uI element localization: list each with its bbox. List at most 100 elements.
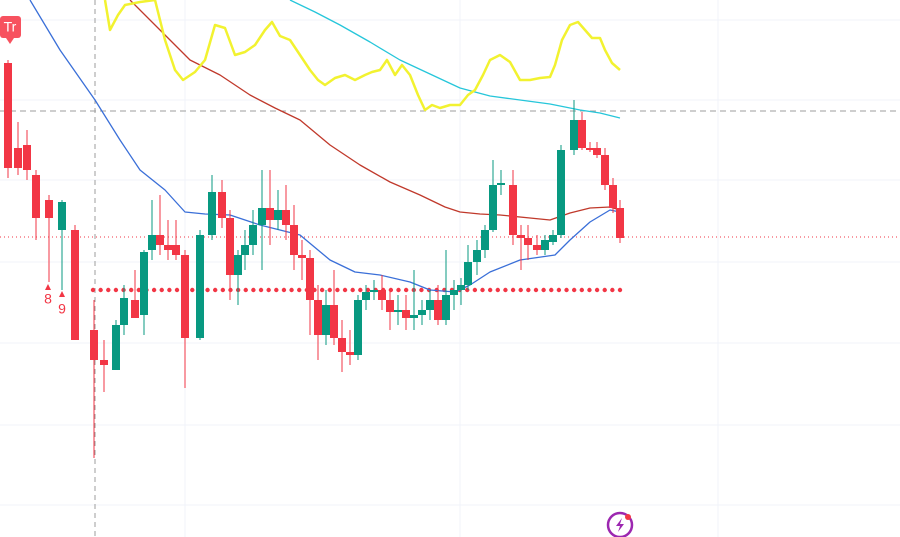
candle-body [306, 258, 314, 300]
candle-body [601, 155, 609, 185]
level-dot [419, 287, 424, 293]
candle-body [509, 185, 517, 235]
candle-body [354, 300, 362, 355]
count-label: 9 [58, 301, 66, 317]
level-dot [579, 287, 585, 293]
level-dot [319, 287, 325, 293]
level-dot [518, 287, 523, 293]
candles [4, 60, 624, 458]
candle-body [450, 290, 458, 295]
candle-body [586, 148, 594, 150]
candle-body [386, 300, 394, 312]
level-dot [297, 287, 302, 293]
level-dot [159, 287, 164, 293]
level-dot [205, 287, 210, 293]
level-dot [106, 287, 111, 293]
level-dot [251, 287, 256, 293]
candle-body [181, 255, 189, 338]
level-dot [480, 287, 485, 293]
ma-line [289, 0, 621, 119]
level-dot [526, 287, 531, 293]
level-dot [350, 287, 355, 293]
candle-body [464, 262, 472, 285]
level-dot [174, 287, 180, 293]
candle-body [457, 285, 465, 290]
candle-body [148, 235, 156, 250]
badge-label: Tr [4, 19, 17, 35]
candle-body [45, 200, 53, 218]
candle-body [616, 208, 624, 238]
candle-body [196, 235, 204, 338]
candle-body [23, 145, 31, 170]
candle-body [274, 210, 282, 220]
alert-icon[interactable] [606, 511, 634, 537]
candle-body [434, 300, 442, 320]
count-marker [59, 291, 65, 297]
count-label: 8 [44, 291, 52, 307]
candle-body [172, 245, 180, 255]
level-dot [556, 287, 562, 293]
candle-body [120, 298, 128, 325]
candle-body [241, 245, 249, 255]
candle-body [426, 300, 434, 310]
candle-body [258, 208, 266, 225]
level-dot [510, 287, 516, 293]
candle-body [394, 310, 402, 312]
count-marker [45, 284, 51, 290]
ma-line [129, 0, 621, 221]
candle-body [4, 63, 12, 168]
level-dot [472, 287, 478, 293]
candle-body [234, 255, 242, 275]
candle-body [497, 183, 505, 185]
candle-body [489, 185, 497, 230]
moving-averages [29, 0, 621, 293]
candle-body [533, 245, 541, 250]
icon-dot [625, 514, 631, 520]
level-dot [258, 287, 264, 293]
level-dot [495, 287, 500, 293]
candle-body [58, 202, 66, 230]
level-dot [289, 287, 294, 293]
candle-body [100, 360, 108, 365]
candle-body [298, 255, 306, 258]
level-dot [396, 287, 401, 293]
level-dot [281, 287, 287, 293]
level-dot [602, 287, 607, 293]
candle-body [541, 240, 549, 250]
candle-body [402, 310, 410, 318]
candle-body [282, 210, 290, 225]
level-dot [266, 287, 271, 293]
level-dot [358, 287, 363, 293]
candle-body [549, 235, 557, 242]
candle-body [362, 292, 370, 300]
candle-body [90, 330, 98, 360]
candle-body [249, 225, 257, 245]
candle-body [290, 225, 298, 255]
level-dot [388, 287, 394, 293]
candle-body [140, 252, 148, 315]
candle-body [208, 192, 216, 235]
labels: Tr 89 [0, 16, 66, 317]
ma-line [103, 0, 621, 112]
candle-body [370, 290, 378, 292]
candle-body [378, 290, 386, 300]
level-dot [128, 287, 134, 293]
level-dot [190, 287, 195, 293]
candle-body [14, 148, 22, 168]
level-dot [151, 287, 157, 293]
candle-body [32, 175, 40, 218]
candle-body [218, 192, 226, 218]
level-dot [549, 287, 554, 293]
dotted-level [90, 287, 623, 293]
candle-body [410, 315, 418, 318]
candle-body [164, 245, 172, 250]
level-dot [610, 287, 615, 293]
candle-body [131, 300, 139, 318]
candle-body [71, 230, 79, 340]
level-dot [90, 287, 96, 293]
candle-body [609, 185, 617, 208]
